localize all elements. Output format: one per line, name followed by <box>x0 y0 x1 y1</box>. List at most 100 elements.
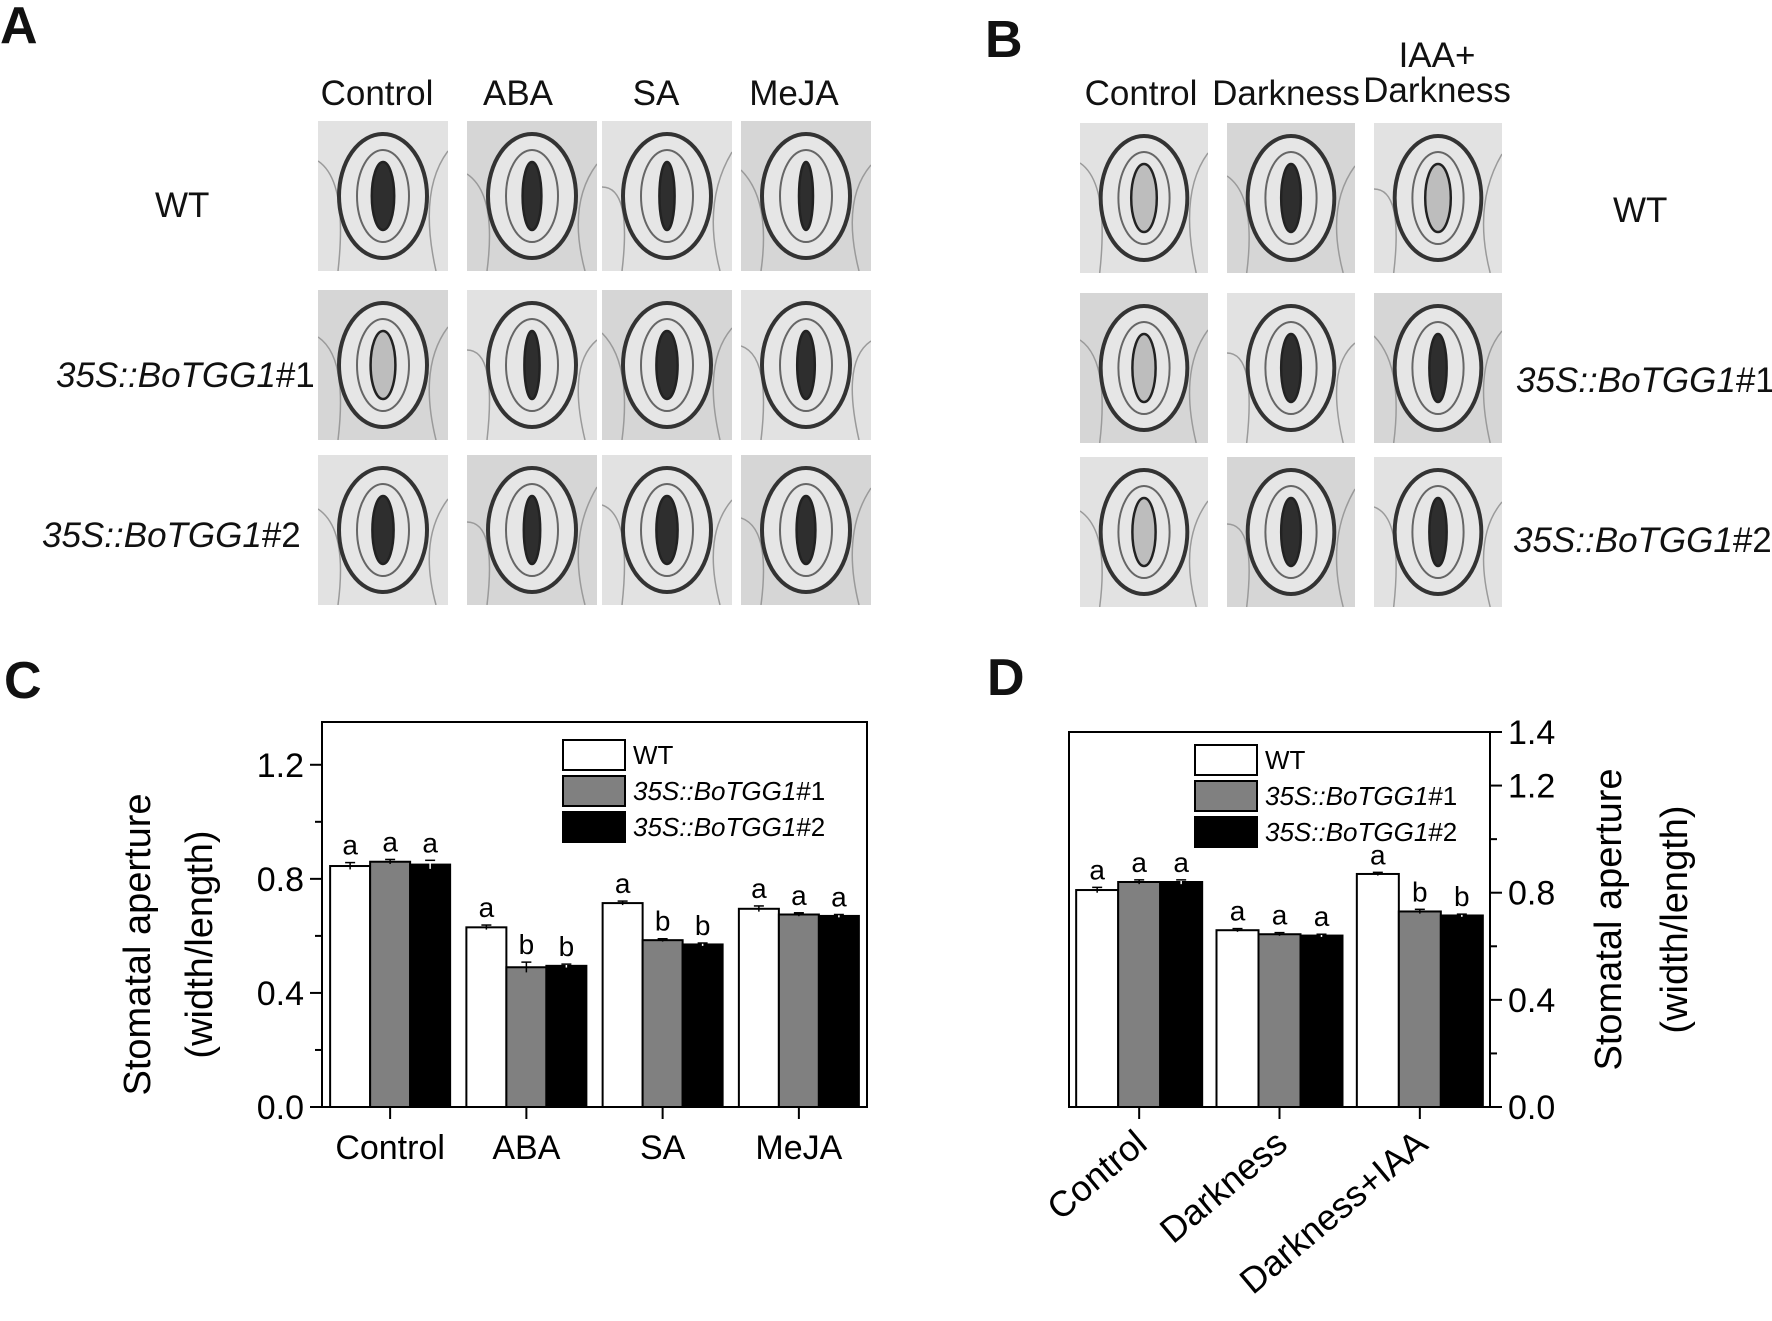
significance-letter: b <box>695 910 711 941</box>
bar-line2 <box>681 943 724 1109</box>
legend-swatch <box>562 811 626 843</box>
row-label-wt: WT <box>1613 193 1667 228</box>
stoma-drawing <box>741 290 871 440</box>
stoma-drawing <box>318 455 448 605</box>
stoma-drawing <box>318 121 448 271</box>
column-label-control: Control <box>1084 74 1198 113</box>
stomatal-pore <box>795 494 817 566</box>
guard-cell-inner <box>1264 485 1318 579</box>
x-tick-label: MeJA <box>755 1129 842 1167</box>
stomatal-pore <box>1279 162 1303 234</box>
guard-cell-inner <box>1411 485 1465 579</box>
guard-cell-inner <box>505 318 559 412</box>
guard-cell-inner <box>1411 151 1465 245</box>
guard-cell-inner <box>779 483 833 577</box>
bar-line2 <box>817 914 860 1108</box>
stomatal-pore <box>521 160 543 232</box>
guard-cell-inner <box>1411 321 1465 415</box>
bar-line1 <box>777 913 820 1108</box>
stomatal-pore <box>1428 496 1448 568</box>
cell-wall <box>741 164 871 271</box>
panel-a-micrograph-r3-c3 <box>602 455 732 605</box>
guard-cell-inner <box>1117 151 1171 245</box>
bar-line1 <box>641 939 684 1109</box>
panel-b-micrograph-r3-c3 <box>1374 457 1502 607</box>
panel-a-micrograph-r1-c4 <box>741 121 871 271</box>
row-label-genotype: 35S::BoTGG1 <box>1513 521 1733 560</box>
panel-a-micrograph-r1-c1 <box>318 121 448 271</box>
row-label-text: WT <box>155 186 210 225</box>
stoma-drawing <box>1374 123 1502 273</box>
stoma-drawing <box>1374 293 1502 443</box>
panel-label-b: B <box>985 11 1023 69</box>
legend-swatch <box>562 739 626 771</box>
stoma-drawing <box>602 121 732 271</box>
legend-genotype: 35S::BoTGG1 <box>633 776 796 806</box>
stomatal-pore <box>1279 332 1303 404</box>
stomatal-pore <box>369 329 397 401</box>
panel-label-d: D <box>987 649 1025 707</box>
column-label-sa: SA <box>632 74 680 113</box>
stomatal-pore <box>1428 332 1448 404</box>
row-label-text: WT <box>1613 191 1668 230</box>
stomatal-pore <box>1423 162 1453 234</box>
cell-wall <box>741 487 871 605</box>
stoma-drawing <box>1080 293 1208 443</box>
guard-cell-inner <box>505 483 559 577</box>
legend-swatch <box>562 775 626 807</box>
bar-line2 <box>545 964 588 1108</box>
guard-cell-inner <box>356 149 410 243</box>
guard-cell-inner <box>1264 151 1318 245</box>
panel-a-micrograph-r3-c4 <box>741 455 871 605</box>
stoma-drawing <box>467 121 597 271</box>
y-axis-label: (width/length) <box>179 830 221 1058</box>
y-tick-label: 0.0 <box>257 1089 304 1127</box>
bar-wt <box>465 926 508 1108</box>
panel-b-micrograph-r3-c1 <box>1080 457 1208 607</box>
column-label-aba: ABA <box>482 74 554 113</box>
panel-b-micrograph-r2-c2 <box>1227 293 1355 443</box>
stoma-drawing <box>1080 123 1208 273</box>
panel-a-micrograph-r1-c2 <box>467 121 597 271</box>
stoma-drawing <box>1227 457 1355 607</box>
panel-b-micrograph-r2-c1 <box>1080 293 1208 443</box>
stomatal-pore <box>522 494 542 566</box>
guard-cell-inner <box>640 483 694 577</box>
row-label-line2: 35S::BoTGG1#2 <box>42 518 301 553</box>
stoma-drawing <box>318 290 448 440</box>
significance-letter: a <box>382 826 398 857</box>
stoma-drawing <box>602 290 732 440</box>
row-label-genotype: 35S::BoTGG1 <box>1516 361 1736 400</box>
panel-label-a: A <box>0 0 38 55</box>
stomatal-pore <box>795 329 817 401</box>
guard-cell-inner <box>1117 321 1171 415</box>
bar-line1 <box>369 860 412 1108</box>
panel-b-micrograph-r2-c3 <box>1374 293 1502 443</box>
stomatal-pore <box>658 160 676 232</box>
stomatal-pore <box>655 329 679 401</box>
column-label-darkness: Darkness <box>1212 74 1360 113</box>
plot-frame <box>321 721 868 1108</box>
x-tick-label: Control <box>335 1129 445 1167</box>
guard-cell-inner <box>356 483 410 577</box>
bar-wt <box>601 902 644 1108</box>
legend-entry: 35S::BoTGG1#2 <box>633 812 825 842</box>
bar-line2 <box>409 863 452 1108</box>
stomatal-pore <box>371 494 395 566</box>
bar-line1 <box>505 966 548 1109</box>
significance-letter: a <box>791 880 807 911</box>
guard-cell-inner <box>1117 485 1171 579</box>
significance-letter: b <box>655 906 671 937</box>
stoma-drawing <box>1227 293 1355 443</box>
guard-cell-inner <box>779 318 833 412</box>
row-label-suffix: #1 <box>1735 361 1772 400</box>
row-label-line1: 35S::BoTGG1#1 <box>1516 363 1772 398</box>
y-tick-label: 0.4 <box>257 975 304 1013</box>
x-tick-label: SA <box>640 1129 686 1167</box>
guard-cell-inner <box>356 318 410 412</box>
stomatal-pore <box>370 160 396 232</box>
stoma-drawing <box>1374 457 1502 607</box>
significance-letter: a <box>422 827 438 858</box>
row-label-suffix: #2 <box>261 516 301 555</box>
